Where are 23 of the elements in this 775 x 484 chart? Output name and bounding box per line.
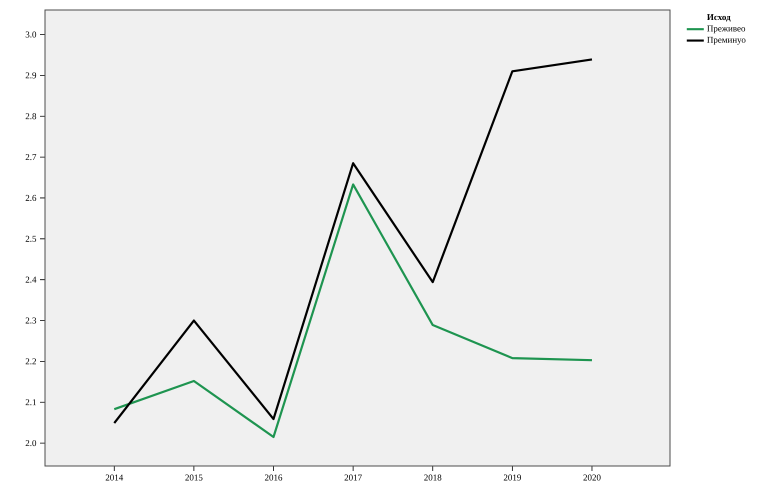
y-tick-label: 2.5 [26, 236, 36, 242]
y-tick-label: 2.8 [26, 113, 36, 120]
x-tick-label: 2014 [106, 474, 124, 481]
x-tick-label: 2019 [504, 474, 521, 481]
legend-label: Преминуо [707, 36, 746, 45]
y-tick-label: 2.7 [26, 154, 36, 160]
y-tick-label: 2.0 [26, 440, 36, 446]
y-tick-label: 3.0 [26, 31, 36, 38]
y-tick-label: 2.3 [26, 318, 36, 324]
x-tick-label: 2016 [264, 474, 282, 481]
line-series [113, 58, 594, 424]
x-tick-label: 2018 [424, 474, 442, 481]
x-tick-label: 2020 [583, 474, 601, 481]
line-series [113, 183, 594, 438]
y-tick-label: 2.1 [26, 399, 36, 406]
y-tick-label: 2.2 [26, 358, 36, 364]
legend-title: Исход [707, 14, 731, 22]
x-tick-label: 2015 [185, 474, 203, 481]
y-tick-label: 2.9 [26, 72, 36, 78]
legend-label: Преживео [707, 26, 746, 34]
y-tick-label: 2.4 [26, 276, 36, 283]
x-tick-label: 2017 [344, 474, 362, 481]
y-tick-label: 2.6 [26, 194, 36, 201]
